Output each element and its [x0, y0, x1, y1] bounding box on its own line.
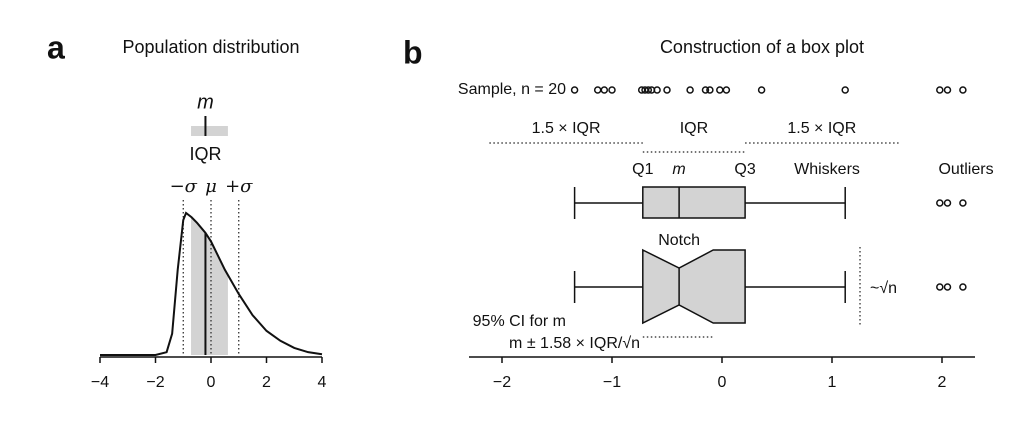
ci-formula: m ± 1.58 × IQR/√n: [509, 335, 640, 352]
ci-label: 95% CI for m: [473, 313, 566, 330]
sample-point: [716, 86, 724, 94]
outlier: [936, 199, 944, 207]
x-tick-label: 1: [828, 374, 837, 391]
sample-point: [570, 86, 579, 94]
chart-title: Population distribution: [122, 37, 299, 57]
sample-point: [593, 86, 602, 94]
sample-point: [722, 86, 731, 94]
sample-point: [943, 86, 952, 94]
x-tick-label: 2: [262, 374, 271, 391]
box: [642, 186, 746, 219]
range-label: 1.5 × IQR: [787, 120, 856, 137]
box-label: Q3: [734, 161, 755, 178]
box-label: Outliers: [938, 161, 993, 178]
sample-point: [608, 86, 616, 94]
outlier: [943, 283, 952, 291]
range-label: 1.5 × IQR: [532, 120, 601, 137]
outlier: [936, 283, 944, 291]
sample-point: [653, 86, 661, 94]
sample-point: [600, 86, 609, 94]
chart-title: Construction of a box plot: [660, 37, 864, 57]
outlier: [959, 283, 967, 291]
sample-point: [936, 86, 944, 94]
notch-label: Notch: [658, 232, 700, 249]
density-curve: [100, 211, 323, 356]
x-tick-label: −1: [603, 374, 621, 391]
outlier: [943, 199, 952, 207]
panel-letter: a: [47, 29, 65, 65]
sample-point: [706, 86, 714, 94]
sd-label: μ: [205, 176, 217, 197]
sd-label: −σ: [170, 176, 198, 197]
sample-point: [701, 86, 710, 94]
sample-point: [757, 86, 766, 94]
notched-box: [642, 248, 746, 325]
box-label: Whiskers: [794, 161, 860, 178]
x-tick-label: 0: [207, 374, 216, 391]
iqr-bar: [191, 126, 228, 136]
sqrt-label: ~√n: [870, 280, 897, 297]
box-label: m: [672, 161, 685, 178]
iqr-area: [191, 216, 228, 355]
box-label: Q1: [632, 161, 653, 178]
outlier: [959, 199, 967, 207]
sample-point: [959, 86, 967, 94]
sd-label: +σ: [225, 176, 253, 197]
sample-point: [663, 86, 671, 94]
x-tick-label: 0: [718, 374, 727, 391]
sample-point: [686, 86, 694, 94]
x-tick-label: 4: [318, 374, 327, 391]
panel-letter: b: [403, 34, 423, 70]
iqr-label: IQR: [189, 144, 221, 164]
x-tick-label: −2: [493, 374, 511, 391]
median-label: m: [197, 91, 214, 113]
sample-point: [644, 86, 653, 94]
sample-label: Sample, n = 20: [458, 81, 566, 98]
range-label: IQR: [680, 120, 708, 137]
x-tick-label: −4: [91, 374, 109, 391]
x-tick-label: −2: [146, 374, 164, 391]
x-tick-label: 2: [938, 374, 947, 391]
sample-point: [841, 86, 849, 94]
